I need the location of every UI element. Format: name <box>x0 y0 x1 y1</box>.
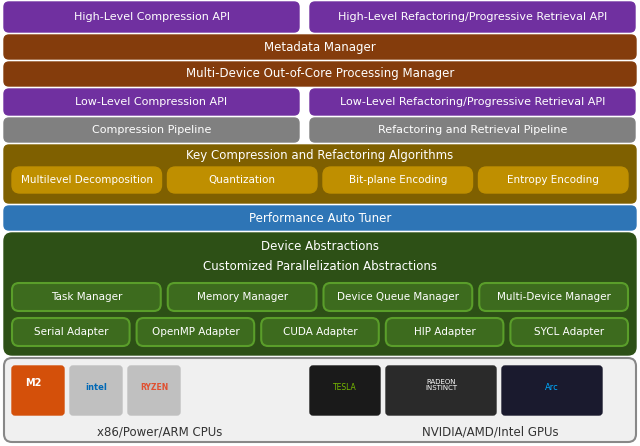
FancyBboxPatch shape <box>479 167 628 193</box>
Text: x86/Power/ARM CPUs: x86/Power/ARM CPUs <box>97 425 223 438</box>
FancyBboxPatch shape <box>168 283 317 311</box>
FancyBboxPatch shape <box>12 167 161 193</box>
FancyBboxPatch shape <box>12 366 64 415</box>
FancyBboxPatch shape <box>261 318 379 346</box>
FancyBboxPatch shape <box>12 283 161 311</box>
Text: Performance Auto Tuner: Performance Auto Tuner <box>249 211 391 224</box>
Text: Quantization: Quantization <box>209 175 276 185</box>
FancyBboxPatch shape <box>12 318 129 346</box>
FancyBboxPatch shape <box>70 366 122 415</box>
Text: Metadata Manager: Metadata Manager <box>264 41 376 54</box>
Text: OpenMP Adapter: OpenMP Adapter <box>152 327 239 337</box>
Text: Low-Level Refactoring/Progressive Retrieval API: Low-Level Refactoring/Progressive Retrie… <box>340 97 605 107</box>
FancyBboxPatch shape <box>168 167 317 193</box>
FancyBboxPatch shape <box>4 2 299 32</box>
Text: TESLA: TESLA <box>333 384 357 392</box>
Text: High-Level Refactoring/Progressive Retrieval API: High-Level Refactoring/Progressive Retri… <box>338 12 607 22</box>
Text: Low-Level Compression API: Low-Level Compression API <box>76 97 228 107</box>
Text: Bit-plane Encoding: Bit-plane Encoding <box>349 175 447 185</box>
Text: RYZEN: RYZEN <box>140 384 168 392</box>
Text: Compression Pipeline: Compression Pipeline <box>92 125 211 135</box>
Text: M2: M2 <box>25 377 42 388</box>
Text: Key Compression and Refactoring Algorithms: Key Compression and Refactoring Algorith… <box>186 149 454 162</box>
Text: Serial Adapter: Serial Adapter <box>33 327 108 337</box>
FancyBboxPatch shape <box>386 366 496 415</box>
FancyBboxPatch shape <box>4 358 636 442</box>
FancyBboxPatch shape <box>136 318 254 346</box>
FancyBboxPatch shape <box>4 233 636 355</box>
FancyBboxPatch shape <box>4 62 636 86</box>
FancyBboxPatch shape <box>386 318 504 346</box>
Text: Customized Parallelization Abstractions: Customized Parallelization Abstractions <box>203 260 437 273</box>
Text: Memory Manager: Memory Manager <box>196 292 288 302</box>
FancyBboxPatch shape <box>4 35 636 59</box>
Text: Arc: Arc <box>545 384 559 392</box>
FancyBboxPatch shape <box>128 366 180 415</box>
Text: Task Manager: Task Manager <box>51 292 122 302</box>
Text: CUDA Adapter: CUDA Adapter <box>283 327 357 337</box>
Text: High-Level Compression API: High-Level Compression API <box>74 12 230 22</box>
Text: Device Queue Manager: Device Queue Manager <box>337 292 459 302</box>
FancyBboxPatch shape <box>4 89 299 115</box>
Text: Multilevel Decomposition: Multilevel Decomposition <box>20 175 153 185</box>
Text: Entropy Encoding: Entropy Encoding <box>508 175 599 185</box>
FancyBboxPatch shape <box>310 89 635 115</box>
Text: RADEON
INSTINCT: RADEON INSTINCT <box>425 379 457 392</box>
FancyBboxPatch shape <box>4 206 636 230</box>
FancyBboxPatch shape <box>323 167 472 193</box>
FancyBboxPatch shape <box>511 318 628 346</box>
Text: Device Abstractions: Device Abstractions <box>261 240 379 253</box>
Text: SYCL Adapter: SYCL Adapter <box>534 327 604 337</box>
Text: Refactoring and Retrieval Pipeline: Refactoring and Retrieval Pipeline <box>378 125 567 135</box>
FancyBboxPatch shape <box>4 145 636 203</box>
FancyBboxPatch shape <box>310 366 380 415</box>
Text: Multi-Device Manager: Multi-Device Manager <box>497 292 611 302</box>
FancyBboxPatch shape <box>502 366 602 415</box>
Text: intel: intel <box>85 384 107 392</box>
FancyBboxPatch shape <box>310 118 635 142</box>
FancyBboxPatch shape <box>4 118 299 142</box>
FancyBboxPatch shape <box>323 283 472 311</box>
FancyBboxPatch shape <box>310 2 635 32</box>
Text: NVIDIA/AMD/Intel GPUs: NVIDIA/AMD/Intel GPUs <box>422 425 558 438</box>
Text: Multi-Device Out-of-Core Processing Manager: Multi-Device Out-of-Core Processing Mana… <box>186 67 454 80</box>
FancyBboxPatch shape <box>479 283 628 311</box>
Text: HIP Adapter: HIP Adapter <box>413 327 476 337</box>
